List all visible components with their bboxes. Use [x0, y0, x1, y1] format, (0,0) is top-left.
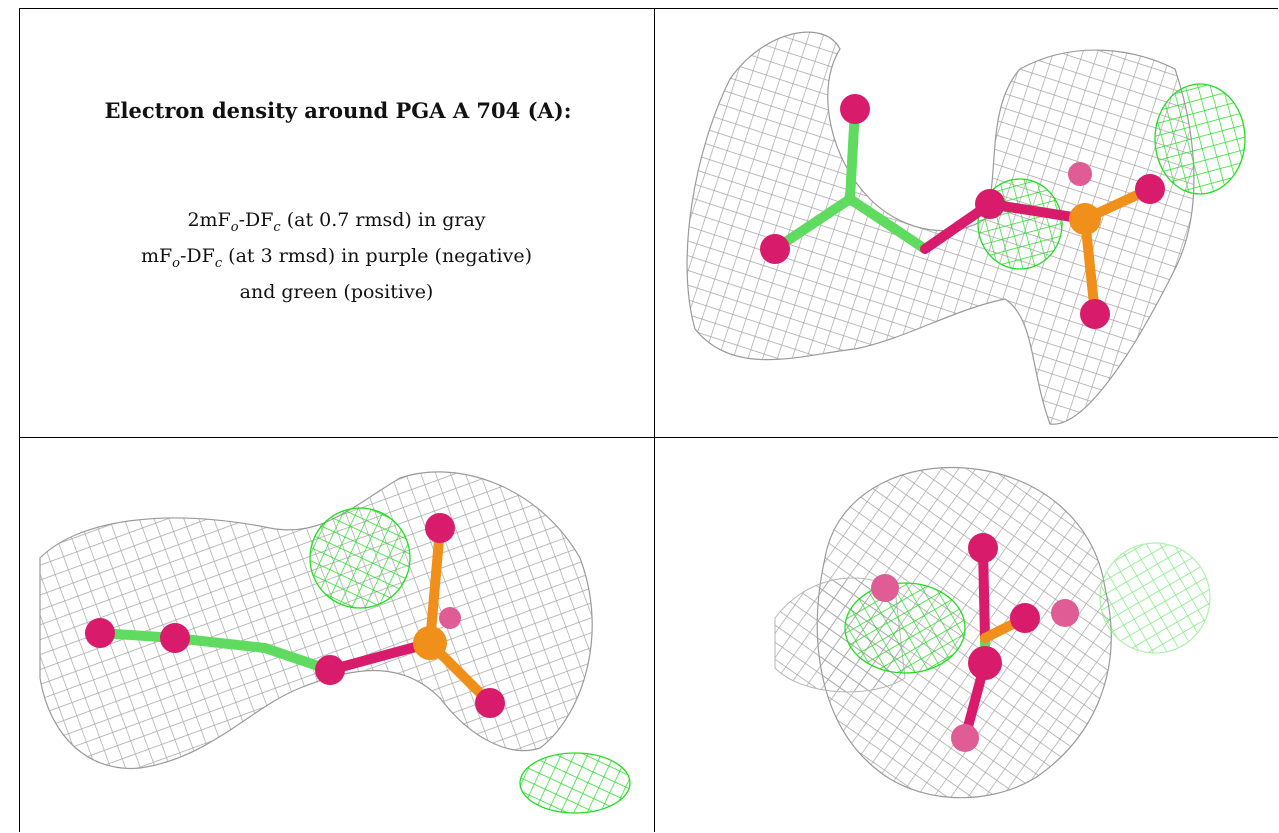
- density-panel-bottom-right: [655, 438, 1278, 832]
- legend-text: 2mFo-DFc (at 0.7 rmsd) in gray mFo-DFc (…: [19, 206, 654, 306]
- density-image-top-right: [686, 31, 1246, 425]
- legend-line-mfo: mFo-DFc (at 3 rmsd) in purple (negative): [140, 244, 533, 271]
- green-mesh-region: [519, 752, 631, 814]
- legend-line-2mfo: 2mFo-DFc (at 0.7 rmsd) in gray: [187, 209, 486, 235]
- green-mesh-region: [844, 582, 966, 674]
- ligand-atoms: [760, 94, 1165, 329]
- figure-table: Electron density around PGA A 704 (A): 2…: [19, 8, 1278, 832]
- density-panel-bottom-left: [20, 438, 654, 832]
- green-mesh-region: [1154, 83, 1246, 195]
- figure-title: Electron density around PGA A 704 (A):: [104, 98, 572, 123]
- green-mesh-region: [309, 507, 411, 609]
- legend-line-green: and green (positive): [239, 280, 434, 303]
- density-panel-top-right: [655, 9, 1278, 437]
- density-image-bottom-left: [39, 471, 631, 814]
- density-image-bottom-right: [774, 466, 1211, 799]
- ligand-atoms: [85, 513, 505, 718]
- ligand-atoms: [871, 533, 1079, 752]
- caption-cell: Electron density around PGA A 704 (A): 2…: [19, 8, 654, 437]
- green-mesh-region: [1099, 542, 1211, 654]
- table-border-middle-horizontal: [19, 437, 1278, 438]
- table-border-left: [19, 8, 20, 832]
- table-border-middle: [654, 8, 655, 832]
- gray-mesh-region: [686, 31, 1195, 425]
- table-border-top: [19, 8, 1278, 9]
- gray-mesh-region: [39, 471, 593, 770]
